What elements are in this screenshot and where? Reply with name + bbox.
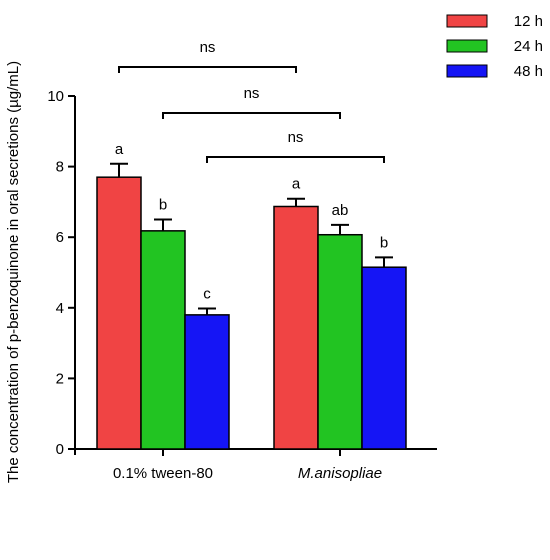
legend-swatch: [446, 14, 488, 28]
comparison-bracket: [118, 66, 297, 73]
comparison-bracket: [206, 156, 385, 163]
y-tick-label: 6: [56, 229, 64, 246]
significance-letter: a: [115, 141, 124, 158]
legend-swatch: [446, 64, 488, 78]
comparison-label: ns: [288, 129, 304, 146]
x-tick-label: 0.1% tween-80: [113, 465, 213, 482]
y-tick-label: 0: [56, 441, 64, 458]
bar: [96, 176, 142, 450]
y-tick-label: 8: [56, 159, 64, 176]
significance-letter: b: [159, 197, 167, 214]
bar: [184, 314, 230, 450]
bar: [140, 230, 186, 450]
significance-letter: b: [380, 234, 388, 251]
y-axis-label: The concentration of p-benzoquinone in o…: [5, 61, 22, 483]
y-tick-label: 4: [56, 300, 64, 317]
bar: [361, 266, 407, 450]
y-tick-label: 10: [47, 88, 64, 105]
y-tick-label: 2: [56, 370, 64, 387]
comparison-bracket: [162, 112, 341, 119]
x-tick-label: M.anisopliae: [298, 465, 382, 482]
legend-swatch: [446, 39, 488, 53]
significance-letter: c: [203, 286, 211, 303]
legend-label: 12 h: [514, 13, 543, 30]
significance-letter: a: [292, 176, 301, 193]
comparison-label: ns: [200, 39, 216, 56]
comparison-label: ns: [244, 85, 260, 102]
legend-label: 48 h: [514, 63, 543, 80]
significance-letter: ab: [332, 202, 349, 219]
legend-label: 24 h: [514, 38, 543, 55]
bar: [273, 205, 319, 450]
bar: [317, 233, 363, 450]
